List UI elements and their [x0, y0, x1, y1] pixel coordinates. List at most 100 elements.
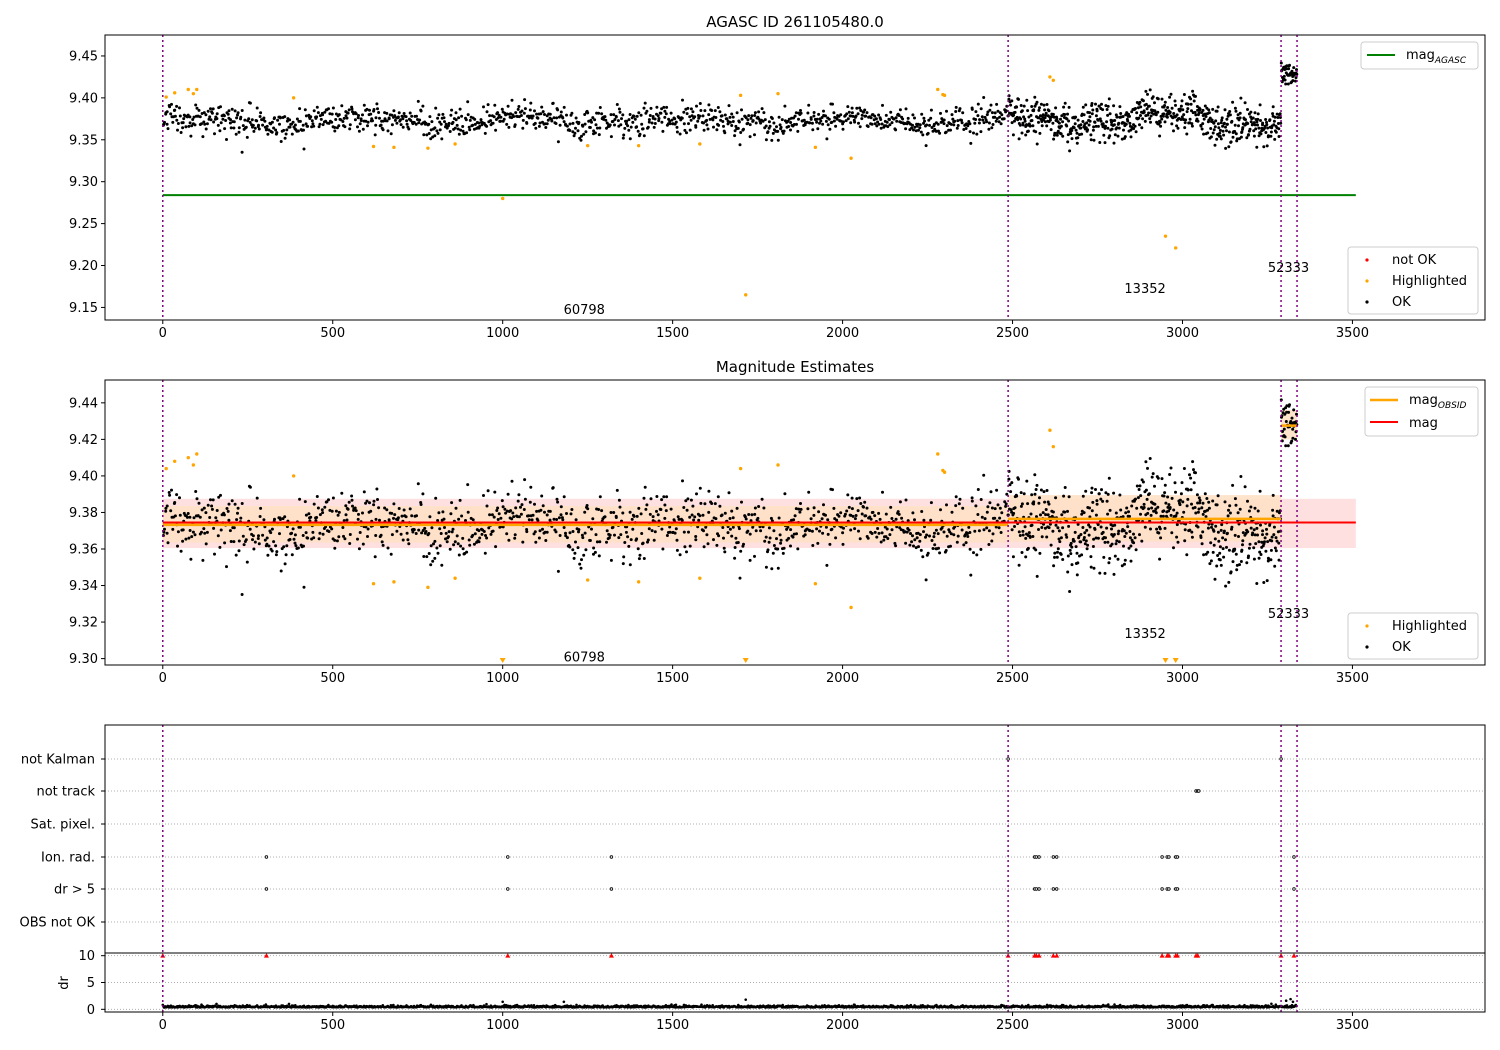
- ok-point: [1272, 525, 1276, 529]
- ok-point: [1265, 123, 1269, 127]
- ok-point: [682, 530, 686, 534]
- ok-point: [392, 109, 396, 113]
- ok-point: [1257, 134, 1261, 138]
- ok-point: [425, 133, 429, 137]
- ok-point: [344, 114, 348, 118]
- ok-point: [616, 119, 620, 123]
- ok-point: [292, 537, 296, 541]
- ok-point: [954, 110, 958, 113]
- ok-point: [866, 125, 870, 128]
- ok-point: [581, 124, 585, 128]
- ok-point: [1271, 105, 1275, 109]
- ok-point: [1167, 509, 1171, 513]
- x-tick-label: 1000: [486, 671, 519, 686]
- ok-point: [1178, 503, 1182, 507]
- ok-point: [711, 118, 715, 122]
- ok-point: [568, 129, 572, 132]
- ok-point: [1189, 102, 1193, 106]
- ok-point: [189, 134, 193, 138]
- ok-point: [572, 134, 576, 138]
- ok-point: [541, 527, 544, 531]
- y-tick-label: 9.25: [69, 217, 98, 232]
- ok-point: [609, 511, 613, 514]
- ok-point: [1169, 92, 1173, 96]
- dr-point: [575, 1003, 578, 1007]
- ok-point: [372, 503, 376, 507]
- ok-point: [1274, 130, 1278, 134]
- ok-point: [1076, 522, 1080, 526]
- ok-point: [348, 127, 352, 131]
- ok-point: [1037, 501, 1041, 505]
- ok-point: [621, 511, 625, 515]
- ok-point: [548, 518, 552, 522]
- ok-point: [650, 529, 654, 533]
- ok-point: [534, 540, 538, 544]
- ok-point: [537, 124, 541, 128]
- ok-point: [414, 122, 418, 126]
- y-tick-label: 9.40: [69, 469, 98, 484]
- ok-point: [416, 482, 420, 486]
- ok-point: [904, 498, 908, 502]
- ok-point: [831, 102, 834, 106]
- ok-point: [702, 121, 705, 125]
- ok-point: [208, 115, 212, 119]
- ok-point: [1093, 527, 1097, 531]
- ok-point: [1098, 571, 1102, 575]
- magnitude-legend-bottom: Highlighted OK: [1347, 612, 1479, 660]
- ok-point: [259, 111, 263, 115]
- ok-point: [457, 116, 461, 120]
- ok-point: [171, 120, 175, 124]
- ok-point: [847, 505, 851, 509]
- ok-point: [1166, 495, 1170, 499]
- ok-point: [760, 107, 764, 111]
- ok-point: [1106, 104, 1110, 108]
- ok-point: [1089, 138, 1093, 142]
- ok-point: [252, 129, 256, 133]
- ok-point: [1068, 548, 1072, 552]
- ok-point: [453, 126, 457, 130]
- ok-point: [1209, 541, 1213, 545]
- ok-point: [975, 132, 979, 136]
- ok-point: [1055, 555, 1059, 559]
- ok-point: [1059, 552, 1063, 556]
- ok-point: [343, 537, 347, 541]
- ok-point: [337, 510, 341, 514]
- ok-point: [1172, 112, 1176, 115]
- ok-point: [1249, 120, 1253, 124]
- ok-point: [769, 516, 773, 520]
- ok-point: [753, 512, 757, 516]
- ok-point: [1042, 490, 1046, 494]
- ok-point: [1198, 498, 1202, 502]
- ok-point: [764, 138, 768, 142]
- ok-point: [577, 530, 580, 534]
- ok-point: [756, 516, 760, 520]
- ok-point: [447, 124, 450, 128]
- ok-point: [591, 116, 595, 120]
- ok-point: [278, 122, 281, 126]
- highlighted-point: [186, 87, 190, 92]
- ok-point: [347, 108, 351, 112]
- ok-point: [966, 124, 970, 128]
- ok-point: [639, 113, 643, 117]
- ok-point: [1255, 582, 1259, 585]
- ok-point: [786, 119, 790, 123]
- ok-point: [1056, 547, 1060, 551]
- ok-point: [202, 111, 206, 115]
- ok-point: [695, 492, 698, 496]
- ok-point: [1030, 119, 1034, 122]
- ok-point: [1252, 557, 1256, 561]
- ok-point: [655, 509, 658, 513]
- ok-point: [705, 118, 709, 122]
- ok-point: [742, 542, 745, 546]
- ok-point: [236, 506, 240, 510]
- ok-point: [1053, 131, 1057, 135]
- ok-point: [747, 513, 751, 516]
- ok-point: [200, 508, 204, 512]
- ok-point: [661, 547, 665, 551]
- highlighted-point: [744, 293, 748, 297]
- ok-point: [1073, 530, 1077, 534]
- ok-point: [261, 123, 265, 127]
- ok-point: [1099, 119, 1103, 123]
- ok-point: [1023, 119, 1027, 123]
- legend-label-ok: OK: [1392, 295, 1411, 310]
